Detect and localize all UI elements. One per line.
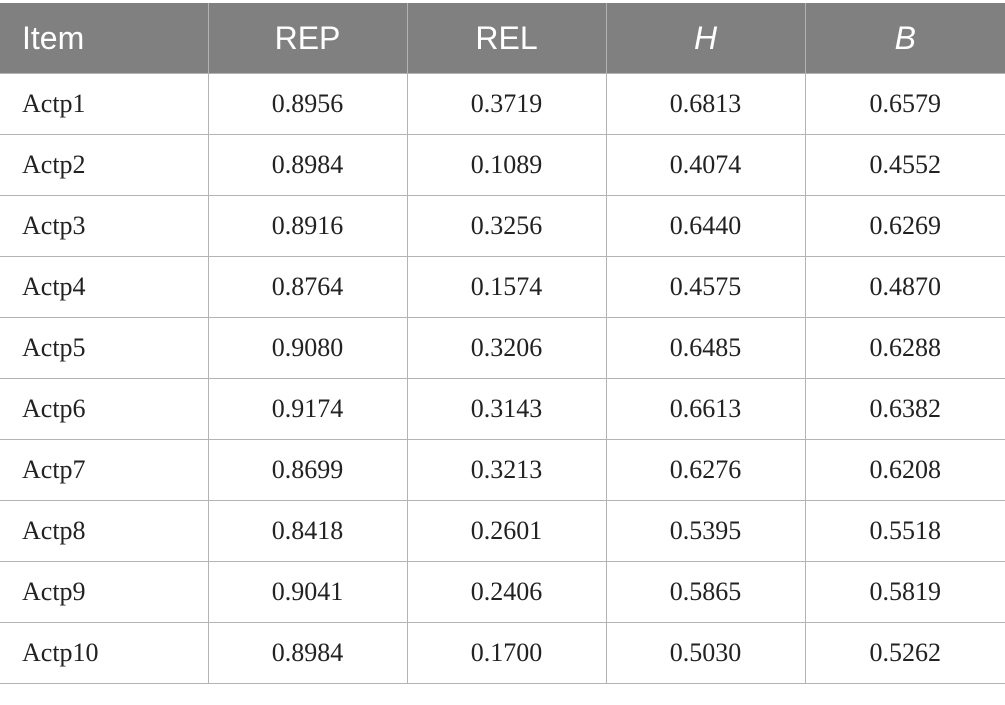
cell-h: 0.6485	[605, 317, 806, 379]
cell-rep: 0.8984	[207, 134, 408, 196]
cell-rep: 0.8764	[207, 256, 408, 318]
header-row: Item REP REL H B	[0, 3, 1005, 74]
cell-rep: 0.9041	[207, 561, 408, 623]
header-rep: REP	[207, 3, 408, 74]
cell-item: Actp5	[0, 317, 209, 379]
table-row: Actp10 0.8984 0.1700 0.5030 0.5262	[0, 622, 1005, 684]
cell-b: 0.6288	[804, 317, 1005, 379]
cell-h: 0.6440	[605, 195, 806, 257]
table-row: Actp6 0.9174 0.3143 0.6613 0.6382	[0, 378, 1005, 440]
cell-b: 0.6579	[804, 73, 1005, 135]
cell-rel: 0.3206	[406, 317, 607, 379]
cell-item: Actp2	[0, 134, 209, 196]
table-row: Actp3 0.8916 0.3256 0.6440 0.6269	[0, 195, 1005, 257]
cell-rel: 0.1089	[406, 134, 607, 196]
header-b: B	[804, 3, 1005, 74]
cell-b: 0.5518	[804, 500, 1005, 562]
cell-rel: 0.3256	[406, 195, 607, 257]
header-item: Item	[0, 3, 209, 74]
cell-h: 0.5865	[605, 561, 806, 623]
cell-b: 0.4552	[804, 134, 1005, 196]
cell-item: Actp9	[0, 561, 209, 623]
cell-item: Actp8	[0, 500, 209, 562]
cell-h: 0.5030	[605, 622, 806, 684]
cell-rel: 0.2406	[406, 561, 607, 623]
table-row: Actp4 0.8764 0.1574 0.4575 0.4870	[0, 256, 1005, 318]
cell-b: 0.6208	[804, 439, 1005, 501]
cell-h: 0.5395	[605, 500, 806, 562]
cell-b: 0.6269	[804, 195, 1005, 257]
table-header: Item REP REL H B	[0, 3, 1005, 74]
cell-item: Actp6	[0, 378, 209, 440]
cell-rep: 0.9174	[207, 378, 408, 440]
cell-rep: 0.9080	[207, 317, 408, 379]
cell-rep: 0.8699	[207, 439, 408, 501]
cell-rep: 0.8956	[207, 73, 408, 135]
cell-item: Actp1	[0, 73, 209, 135]
table-row: Actp7 0.8699 0.3213 0.6276 0.6208	[0, 439, 1005, 501]
table-row: Actp5 0.9080 0.3206 0.6485 0.6288	[0, 317, 1005, 379]
table-row: Actp1 0.8956 0.3719 0.6813 0.6579	[0, 73, 1005, 135]
cell-h: 0.4575	[605, 256, 806, 318]
cell-item: Actp10	[0, 622, 209, 684]
cell-b: 0.5262	[804, 622, 1005, 684]
cell-rel: 0.3719	[406, 73, 607, 135]
table-body: Actp1 0.8956 0.3719 0.6813 0.6579 Actp2 0.8984…	[0, 73, 1005, 684]
data-table: Item REP REL H B Actp1 0.8956 0.3719 0.6813…	[0, 3, 1005, 684]
cell-rel: 0.1700	[406, 622, 607, 684]
data-table-container: Item REP REL H B Actp1 0.8956 0.3719 0.6813…	[0, 3, 1005, 684]
table-row: Actp8 0.8418 0.2601 0.5395 0.5518	[0, 500, 1005, 562]
cell-rel: 0.3213	[406, 439, 607, 501]
header-rel: REL	[406, 3, 607, 74]
cell-rep: 0.8984	[207, 622, 408, 684]
cell-h: 0.4074	[605, 134, 806, 196]
cell-item: Actp3	[0, 195, 209, 257]
cell-rep: 0.8418	[207, 500, 408, 562]
cell-item: Actp4	[0, 256, 209, 318]
cell-b: 0.5819	[804, 561, 1005, 623]
cell-item: Actp7	[0, 439, 209, 501]
cell-rel: 0.3143	[406, 378, 607, 440]
header-h: H	[605, 3, 806, 74]
cell-b: 0.4870	[804, 256, 1005, 318]
cell-b: 0.6382	[804, 378, 1005, 440]
cell-rel: 0.1574	[406, 256, 607, 318]
cell-h: 0.6813	[605, 73, 806, 135]
cell-h: 0.6276	[605, 439, 806, 501]
cell-rel: 0.2601	[406, 500, 607, 562]
cell-rep: 0.8916	[207, 195, 408, 257]
table-row: Actp2 0.8984 0.1089 0.4074 0.4552	[0, 134, 1005, 196]
cell-h: 0.6613	[605, 378, 806, 440]
table-row: Actp9 0.9041 0.2406 0.5865 0.5819	[0, 561, 1005, 623]
